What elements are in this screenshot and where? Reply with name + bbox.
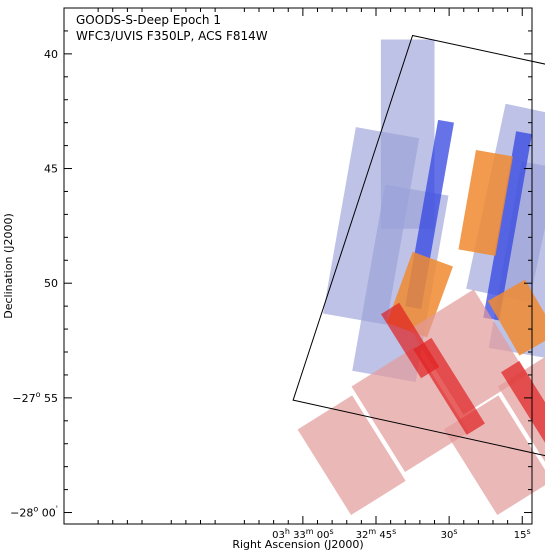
red-tile-3 — [351, 346, 469, 473]
y-tick-label-4: −27o 55 — [12, 390, 58, 405]
field-outline — [292, 34, 545, 457]
red-tile-1 — [410, 289, 528, 415]
x-tick-label-4: 15s — [514, 527, 531, 542]
x-axis-label: Right Ascension (J2000) — [232, 538, 363, 551]
tiles-layer — [297, 39, 545, 516]
title-line-1: GOODS-S-Deep Epoch 1 — [76, 13, 221, 27]
orange-tile-3 — [487, 279, 545, 356]
x-tick-label-1: 03h 33m 00s — [272, 527, 334, 542]
blue-tile-8 — [483, 131, 532, 321]
x-tick-label-2: 32m 45s — [356, 527, 397, 542]
y-tick-label-5: −28o 00' — [10, 505, 58, 520]
blue-tile-3 — [323, 127, 420, 325]
outline-layer — [292, 34, 545, 457]
red-tile-9 — [501, 360, 545, 458]
orange-tile-1 — [458, 149, 513, 256]
title-line-2: WFC3/UVIS F350LP, ACS F814W — [76, 29, 268, 43]
y-tick-label-1: 40 — [44, 48, 58, 61]
red-tile-11 — [380, 302, 440, 379]
y-tick-label-3: 50 — [44, 277, 58, 290]
x-tick-label-3: 30s — [441, 527, 458, 542]
plot-frame — [63, 7, 533, 525]
red-tile-5 — [297, 395, 406, 516]
y-axis-label: Declination (J2000) — [2, 213, 15, 319]
y-axis: 40 45 50 −27o 55 −28o 00' — [10, 30, 532, 520]
y-tick-label-2: 45 — [44, 163, 58, 176]
